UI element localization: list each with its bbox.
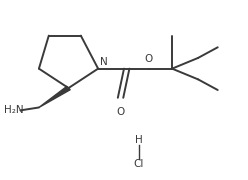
Polygon shape: [39, 86, 70, 107]
Text: N: N: [100, 57, 108, 67]
Text: H₂N: H₂N: [4, 105, 24, 115]
Text: O: O: [116, 107, 125, 116]
Text: H: H: [135, 136, 143, 145]
Text: O: O: [145, 54, 153, 64]
Text: Cl: Cl: [134, 159, 144, 169]
